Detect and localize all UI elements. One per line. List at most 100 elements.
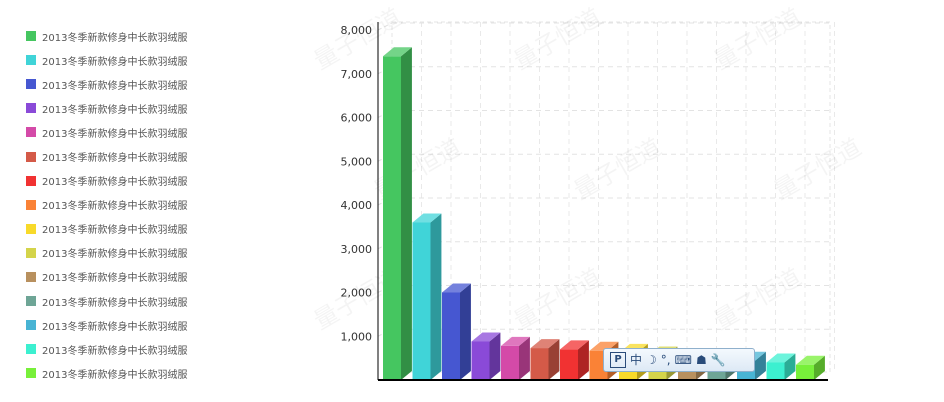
bar bbox=[796, 355, 825, 380]
legend-label: 2013冬季新款修身中长款羽绒服 bbox=[42, 249, 188, 261]
bar-side bbox=[401, 47, 412, 380]
bar bbox=[766, 353, 796, 380]
bar-front bbox=[471, 341, 490, 380]
legend-item[interactable]: 2013冬季新款修身中长款羽绒服 bbox=[26, 120, 187, 144]
bar-front bbox=[501, 345, 519, 380]
legend-item[interactable]: 2013冬季新款修身中长款羽绒服 bbox=[26, 241, 187, 265]
legend-item[interactable]: 2013冬季新款修身中长款羽绒服 bbox=[26, 337, 187, 361]
legend-swatch bbox=[26, 320, 36, 331]
legend-item[interactable]: 2013冬季新款修身中长款羽绒服 bbox=[26, 72, 187, 96]
legend-item[interactable]: 2013冬季新款修身中长款羽绒服 bbox=[26, 169, 187, 193]
bar-side bbox=[814, 355, 825, 380]
legend-swatch bbox=[26, 271, 36, 282]
bar-side bbox=[784, 353, 796, 380]
bar bbox=[412, 213, 442, 380]
legend-swatch bbox=[26, 103, 36, 114]
bar bbox=[560, 340, 589, 380]
legend-label: 2013冬季新款修身中长款羽绒服 bbox=[42, 297, 188, 309]
legend-swatch bbox=[26, 296, 36, 307]
legend-label: 2013冬季新款修身中长款羽绒服 bbox=[42, 273, 188, 285]
legend-swatch bbox=[26, 79, 36, 90]
bar bbox=[442, 283, 471, 380]
bar-front bbox=[412, 222, 431, 380]
ime-moon-icon[interactable]: ☽ bbox=[646, 353, 657, 367]
y-tick-label: 8,000 bbox=[341, 24, 373, 37]
bar-top bbox=[471, 332, 501, 342]
bar-side bbox=[519, 336, 530, 380]
bar-side bbox=[489, 332, 501, 380]
legend-swatch bbox=[26, 368, 36, 379]
legend-item[interactable]: 2013冬季新款修身中长款羽绒服 bbox=[26, 289, 187, 313]
bar-front bbox=[560, 349, 578, 380]
bar-front bbox=[442, 292, 460, 380]
bar-top bbox=[796, 355, 825, 365]
legend-label: 2013冬季新款修身中长款羽绒服 bbox=[42, 225, 188, 237]
y-tick-label: 3,000 bbox=[341, 243, 373, 256]
bar-side bbox=[548, 339, 560, 380]
legend-label: 2013冬季新款修身中长款羽绒服 bbox=[42, 80, 188, 92]
bar-top bbox=[501, 336, 530, 346]
ime-settings-icon[interactable]: 🔧 bbox=[710, 353, 726, 367]
legend-item[interactable]: 2013冬季新款修身中长款羽绒服 bbox=[26, 48, 187, 72]
bar bbox=[383, 47, 412, 380]
legend-item[interactable]: 2013冬季新款修身中长款羽绒服 bbox=[26, 361, 187, 385]
bar bbox=[471, 332, 501, 380]
bar bbox=[530, 339, 560, 380]
legend-swatch bbox=[26, 247, 36, 258]
ime-punctuation-icon[interactable]: °, bbox=[660, 353, 671, 367]
legend-swatch bbox=[26, 223, 36, 234]
legend-swatch bbox=[26, 151, 36, 162]
legend-swatch bbox=[26, 31, 36, 42]
legend-swatch bbox=[26, 175, 36, 186]
ime-logo-icon[interactable]: P bbox=[610, 352, 626, 368]
legend-label: 2013冬季新款修身中长款羽绒服 bbox=[42, 128, 188, 140]
chart-legend: 2013冬季新款修身中长款羽绒服 2013冬季新款修身中长款羽绒服 2013冬季新款… bbox=[26, 24, 187, 385]
legend-label: 2013冬季新款修身中长款羽绒服 bbox=[42, 321, 188, 333]
legend-item[interactable]: 2013冬季新款修身中长款羽绒服 bbox=[26, 193, 187, 217]
ime-mode-toggle[interactable]: 中 bbox=[630, 353, 643, 367]
bar-side bbox=[755, 351, 766, 380]
y-tick-label: 4,000 bbox=[341, 199, 373, 212]
bar-top bbox=[766, 353, 796, 363]
bar-front bbox=[796, 364, 814, 380]
legend-label: 2013冬季新款修身中长款羽绒服 bbox=[42, 345, 188, 357]
y-tick-label: 7,000 bbox=[341, 68, 373, 81]
bar-top bbox=[442, 283, 471, 293]
legend-label: 2013冬季新款修身中长款羽绒服 bbox=[42, 56, 188, 68]
legend-label: 2013冬季新款修身中长款羽绒服 bbox=[42, 104, 188, 116]
bar-front bbox=[530, 348, 549, 380]
y-tick-label: 1,000 bbox=[341, 330, 373, 343]
bar-top bbox=[383, 47, 412, 57]
y-tick-label: 5,000 bbox=[341, 155, 373, 168]
legend-item[interactable]: 2013冬季新款修身中长款羽绒服 bbox=[26, 265, 187, 289]
y-tick-label: 6,000 bbox=[341, 112, 373, 125]
legend-swatch bbox=[26, 127, 36, 138]
legend-item[interactable]: 2013冬季新款修身中长款羽绒服 bbox=[26, 96, 187, 120]
legend-item[interactable]: 2013冬季新款修身中长款羽绒服 bbox=[26, 24, 187, 48]
legend-swatch bbox=[26, 199, 36, 210]
ime-keyboard-icon[interactable]: ⌨ bbox=[674, 353, 692, 367]
bar-side bbox=[578, 340, 589, 380]
legend-label: 2013冬季新款修身中长款羽绒服 bbox=[42, 177, 188, 189]
bar-top bbox=[560, 340, 589, 350]
gridline-depth bbox=[377, 22, 393, 31]
legend-item[interactable]: 2013冬季新款修身中长款羽绒服 bbox=[26, 313, 187, 337]
ime-toolbar[interactable]: P 中 ☽ °, ⌨ ☗ 🔧 bbox=[603, 348, 755, 372]
ime-user-icon[interactable]: ☗ bbox=[695, 353, 707, 367]
legend-item[interactable]: 2013冬季新款修身中长款羽绒服 bbox=[26, 144, 187, 168]
legend-label: 2013冬季新款修身中长款羽绒服 bbox=[42, 369, 188, 381]
bar-top bbox=[412, 213, 442, 223]
bar-front bbox=[383, 56, 401, 380]
legend-label: 2013冬季新款修身中长款羽绒服 bbox=[42, 201, 188, 213]
bar-top bbox=[589, 341, 619, 351]
legend-swatch bbox=[26, 55, 36, 66]
bar-front bbox=[766, 362, 785, 380]
legend-item[interactable]: 2013冬季新款修身中长款羽绒服 bbox=[26, 217, 187, 241]
bar bbox=[501, 336, 530, 380]
legend-swatch bbox=[26, 344, 36, 355]
bar-side bbox=[430, 213, 442, 380]
y-tick-label: 2,000 bbox=[341, 287, 373, 300]
bar-side bbox=[460, 283, 471, 380]
legend-label: 2013冬季新款修身中长款羽绒服 bbox=[42, 32, 188, 44]
